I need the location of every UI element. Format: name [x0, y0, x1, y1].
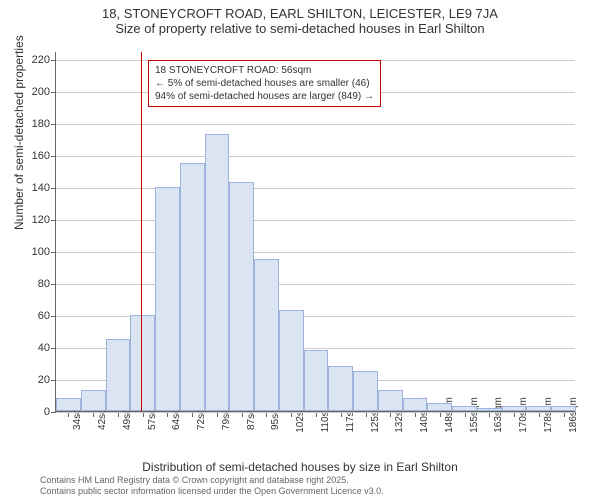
- annotation-line1: ← 5% of semi-detached houses are smaller…: [155, 77, 374, 90]
- histogram-bar: [155, 187, 180, 411]
- x-axis-label: Distribution of semi-detached houses by …: [0, 460, 600, 474]
- gridline: [56, 284, 575, 285]
- ytick-label: 40: [38, 342, 50, 354]
- ytick-label: 0: [44, 406, 50, 418]
- footer-attribution: Contains HM Land Registry data © Crown c…: [40, 475, 384, 497]
- xtick-label: 170sqm: [518, 397, 529, 433]
- ytick-label: 200: [32, 86, 50, 98]
- histogram-bar: [180, 163, 205, 411]
- property-marker-line: [141, 52, 142, 411]
- gridline: [56, 220, 575, 221]
- annotation-title: 18 STONEYCROFT ROAD: 56sqm: [155, 64, 374, 77]
- histogram-bar: [205, 134, 230, 411]
- gridline: [56, 252, 575, 253]
- footer-line2: Contains public sector information licen…: [40, 486, 384, 497]
- histogram-bar: [477, 408, 502, 411]
- xtick-label: 155sqm: [469, 397, 480, 433]
- histogram-bar: [304, 350, 329, 411]
- histogram-bar: [452, 406, 477, 411]
- gridline: [56, 188, 575, 189]
- ytick-label: 140: [32, 182, 50, 194]
- histogram-bar: [328, 366, 353, 411]
- ytick-label: 100: [32, 246, 50, 258]
- histogram-bar: [106, 339, 131, 411]
- histogram-bar: [353, 371, 378, 411]
- histogram-bar: [130, 315, 155, 411]
- ytick-label: 180: [32, 118, 50, 130]
- histogram-bar: [81, 390, 106, 411]
- histogram-bar: [526, 406, 551, 411]
- histogram-bar: [427, 403, 452, 411]
- histogram-bar: [56, 398, 81, 411]
- histogram-bar: [254, 259, 279, 411]
- plot: 02040608010012014016018020022034sqm42sqm…: [55, 52, 575, 412]
- title-line2: Size of property relative to semi-detach…: [0, 21, 600, 36]
- histogram-bar: [403, 398, 428, 411]
- y-axis-label: Number of semi-detached properties: [12, 35, 26, 230]
- footer-line1: Contains HM Land Registry data © Crown c…: [40, 475, 384, 486]
- gridline: [56, 412, 575, 413]
- xtick-label: 178sqm: [543, 397, 554, 433]
- histogram-bar: [279, 310, 304, 411]
- title-line1: 18, STONEYCROFT ROAD, EARL SHILTON, LEIC…: [0, 6, 600, 21]
- histogram-bar: [502, 406, 527, 411]
- ytick-label: 160: [32, 150, 50, 162]
- ytick-label: 20: [38, 374, 50, 386]
- gridline: [56, 124, 575, 125]
- chart-plot-area: 02040608010012014016018020022034sqm42sqm…: [55, 52, 575, 412]
- xtick-label: 186sqm: [568, 397, 579, 433]
- ytick-label: 80: [38, 278, 50, 290]
- annotation-line2: 94% of semi-detached houses are larger (…: [155, 90, 374, 103]
- ytick-label: 120: [32, 214, 50, 226]
- histogram-bar: [551, 406, 576, 411]
- xtick-label: 163sqm: [493, 397, 504, 433]
- histogram-bar: [229, 182, 254, 411]
- ytick-label: 60: [38, 310, 50, 322]
- gridline: [56, 156, 575, 157]
- histogram-bar: [378, 390, 403, 411]
- ytick-label: 220: [32, 54, 50, 66]
- chart-title: 18, STONEYCROFT ROAD, EARL SHILTON, LEIC…: [0, 0, 600, 36]
- annotation-box: 18 STONEYCROFT ROAD: 56sqm← 5% of semi-d…: [148, 60, 381, 107]
